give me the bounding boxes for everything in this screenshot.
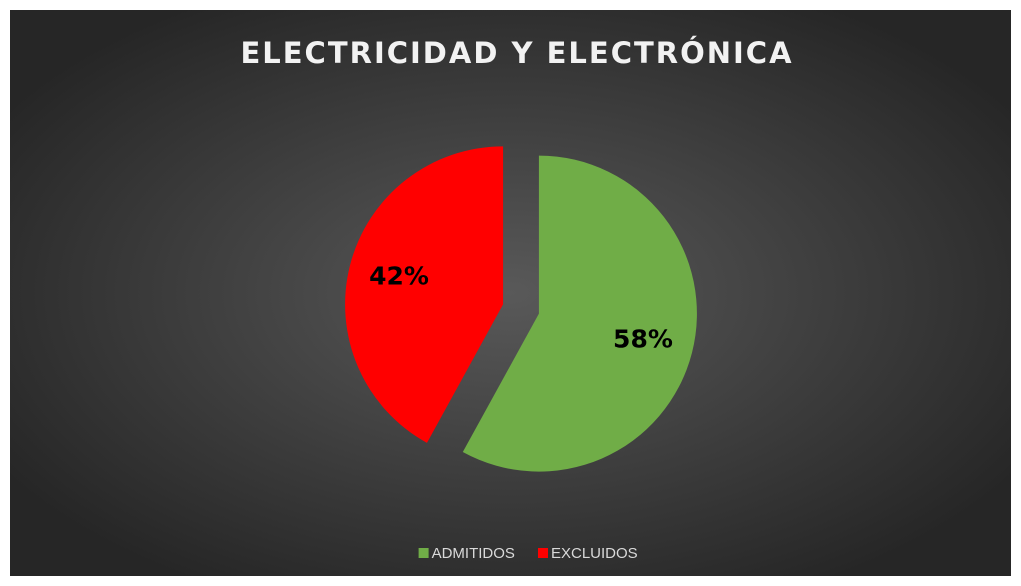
data-label: 58% xyxy=(613,324,673,353)
chart-background xyxy=(10,10,1011,576)
legend-label: EXCLUIDOS xyxy=(551,545,638,562)
legend-swatch xyxy=(538,548,548,558)
chart-title: ELECTRICIDAD Y ELECTRÓNICA xyxy=(240,36,793,70)
legend-label: ADMITIDOS xyxy=(432,545,515,562)
legend-swatch xyxy=(418,548,429,558)
data-label: 42% xyxy=(369,262,429,291)
pie-slice xyxy=(345,146,504,443)
pie-slice xyxy=(462,155,697,472)
